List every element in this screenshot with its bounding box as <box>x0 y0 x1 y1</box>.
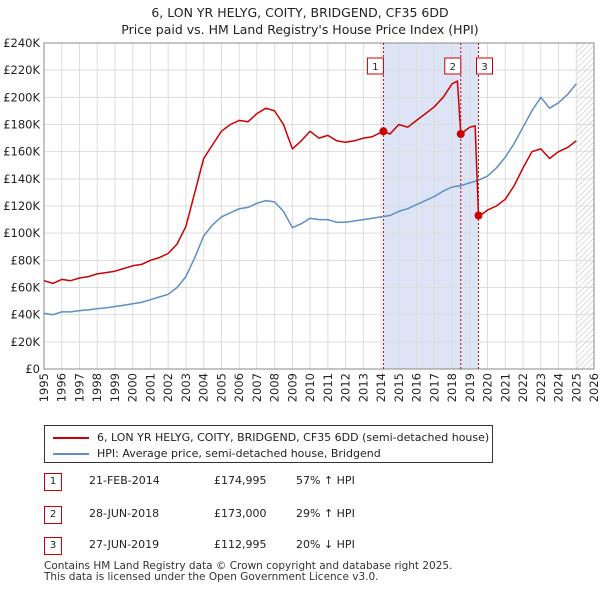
sale-point <box>379 127 388 136</box>
sale-point <box>456 130 465 139</box>
x-tick-label: 2004 <box>197 373 211 402</box>
plot-frame <box>43 42 595 370</box>
legend-label-hpi: HPI: Average price, semi-detached house,… <box>97 447 381 460</box>
hpi-series-line <box>43 83 577 316</box>
y-tick-label: £20K <box>11 335 41 349</box>
transaction-hpi: 57% ↑ HPI <box>296 474 355 487</box>
price-series-line <box>43 80 577 285</box>
y-tick-label: £120K <box>3 199 40 213</box>
x-tick-label: 1995 <box>37 373 51 402</box>
x-tick-label: 2020 <box>481 373 495 402</box>
transaction-date: 21-FEB-2014 <box>89 474 160 487</box>
transaction-date: 28-JUN-2018 <box>89 507 160 520</box>
x-tick-label: 1998 <box>90 373 104 402</box>
y-tick-label: £60K <box>11 281 41 295</box>
x-tick-label: 2006 <box>232 373 246 402</box>
y-tick-label: £140K <box>3 172 40 186</box>
transaction-price: £174,995 <box>214 474 267 487</box>
y-tick-label: £40K <box>11 308 41 322</box>
transaction-badge: 2 <box>44 506 62 524</box>
price-chart: £0 £20K £40K £60K £80K £100K £120K £140K £160K £1… <box>3 36 600 402</box>
x-tick-label: 1997 <box>72 373 86 402</box>
x-tick-label: 2009 <box>285 373 299 402</box>
legend-swatch-hpi <box>53 452 89 455</box>
x-tick-label: 2016 <box>410 373 424 402</box>
x-tick-label: 2015 <box>392 373 406 402</box>
legend-swatch-price <box>53 436 89 439</box>
table-row: 1 21-FEB-2014 £174,995 57% ↑ HPI <box>44 473 404 491</box>
x-tick-label: 2010 <box>303 373 317 402</box>
x-tick-label: 2001 <box>143 373 157 402</box>
transaction-hpi: 20% ↓ HPI <box>296 538 355 551</box>
y-tick-label: £240K <box>3 36 40 50</box>
x-tick-label: 2007 <box>250 373 264 402</box>
transaction-badge: 3 <box>44 537 62 555</box>
y-tick-label: £180K <box>3 118 40 132</box>
x-tick-label: 2013 <box>356 373 370 402</box>
transaction-hpi: 29% ↑ HPI <box>296 507 355 520</box>
sale-label-text: 2 <box>450 62 456 73</box>
legend-label-price: 6, LON YR HELYG, COITY, BRIDGEND, CF35 6… <box>97 431 490 444</box>
transaction-price: £173,000 <box>214 507 267 520</box>
x-tick-label: 2025 <box>569 373 583 402</box>
x-tick-label: 2008 <box>268 373 282 402</box>
x-tick-label: 2000 <box>126 373 140 402</box>
transaction-badge: 1 <box>44 473 62 491</box>
y-tick-label: £220K <box>3 63 40 77</box>
chart-title: 6, LON YR HELYG, COITY, BRIDGEND, CF35 6… <box>151 5 449 20</box>
y-tick-label: £200K <box>3 90 40 104</box>
legend: 6, LON YR HELYG, COITY, BRIDGEND, CF35 6… <box>44 425 493 463</box>
y-tick-label: £0 <box>25 362 40 376</box>
x-tick-label: 2002 <box>161 373 175 402</box>
sale-label-text: 1 <box>372 62 378 73</box>
sale-label-box <box>476 57 493 75</box>
table-row: 3 27-JUN-2019 £112,995 20% ↓ HPI <box>44 537 404 555</box>
x-tick-label: 2018 <box>445 373 459 402</box>
transaction-price: £112,995 <box>214 538 267 551</box>
sale-label-text: 3 <box>481 62 487 73</box>
x-tick-label: 2022 <box>516 373 530 402</box>
chart-subtitle: Price paid vs. HM Land Registry's House … <box>121 22 479 37</box>
x-tick-label: 2005 <box>214 373 228 402</box>
y-tick-label: £160K <box>3 145 40 159</box>
x-tick-label: 2012 <box>339 373 353 402</box>
x-tick-label: 2026 <box>587 373 600 402</box>
x-tick-label: 2011 <box>321 373 335 402</box>
sale-label-box <box>444 57 462 75</box>
x-tick-label: 2021 <box>498 373 512 402</box>
legend-item-price: 6, LON YR HELYG, COITY, BRIDGEND, CF35 6… <box>53 431 489 444</box>
sale-point <box>474 211 483 220</box>
x-tick-label: 2017 <box>427 373 441 402</box>
sale-label-box <box>366 57 384 75</box>
x-tick-label: 2014 <box>374 373 388 402</box>
x-tick-label: 1999 <box>108 373 122 402</box>
y-tick-label: £80K <box>11 253 41 267</box>
footer-licence: This data is licensed under the Open Gov… <box>44 571 379 583</box>
x-tick-label: 2003 <box>179 373 193 402</box>
footer: Contains HM Land Registry data © Crown c… <box>44 561 452 583</box>
table-row: 2 28-JUN-2018 £173,000 29% ↑ HPI <box>44 506 404 524</box>
x-tick-label: 2024 <box>552 373 566 402</box>
legend-item-hpi: HPI: Average price, semi-detached house,… <box>53 447 381 460</box>
x-tick-label: 1996 <box>55 373 69 402</box>
y-tick-label: £100K <box>3 226 40 240</box>
x-tick-label: 2023 <box>534 373 548 402</box>
transaction-date: 27-JUN-2019 <box>89 538 160 551</box>
x-tick-label: 2019 <box>463 373 477 402</box>
footer-copyright: Contains HM Land Registry data © Crown c… <box>44 560 453 572</box>
